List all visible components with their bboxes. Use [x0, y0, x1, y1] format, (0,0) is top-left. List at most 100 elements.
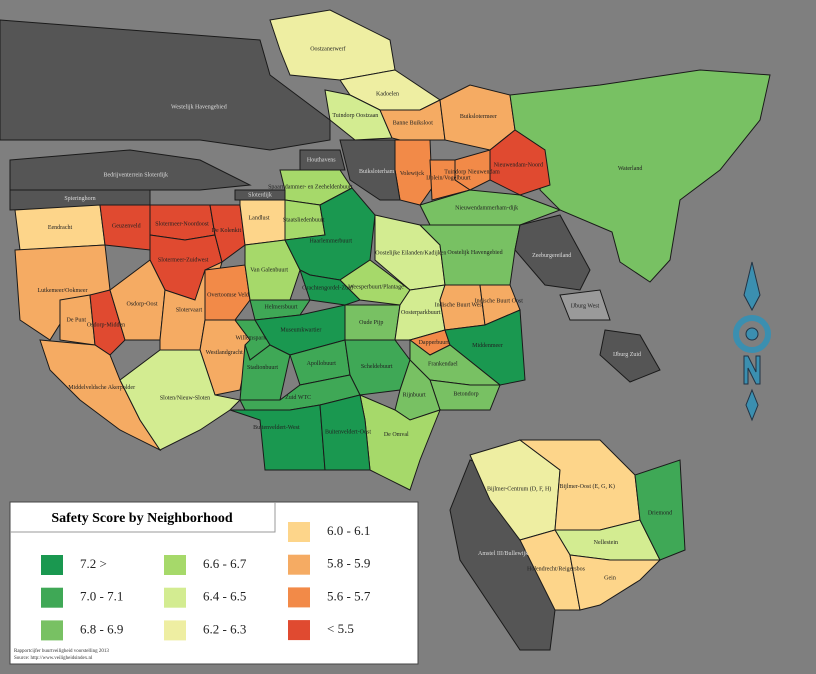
neighborhood-label: Spieringhorn [64, 196, 95, 202]
neighborhood-label: Overtoomse Veld [207, 292, 249, 298]
neighborhood-label: Volewijck [400, 171, 424, 177]
legend-swatch [41, 555, 63, 575]
neighborhood-label: Zeeburgereiland [532, 253, 571, 259]
neighborhood-label: IJburg Zuid [613, 352, 641, 358]
neighborhood [299, 149, 346, 171]
neighborhood [339, 139, 401, 201]
neighborhood-label: Scheldebuurt [361, 364, 393, 370]
neighborhood-label: Sloterdijk [248, 192, 272, 198]
legend-swatch [41, 620, 63, 641]
source-line: Source: http://www.veiligheidsindex.nl [14, 656, 93, 661]
neighborhood-label: Helmersbuurt [265, 304, 298, 310]
neighborhood [204, 264, 251, 321]
legend-label: 6.6 - 6.7 [203, 556, 247, 571]
compass-center [745, 327, 759, 341]
neighborhood-label: Bijlmer-Oost (E, G, K) [559, 483, 614, 490]
legend-swatch [288, 554, 310, 575]
legend-label: 5.8 - 5.9 [327, 556, 370, 571]
neighborhood-label: Landlust [249, 215, 270, 221]
neighborhood-label: Weesperbuurt/Plantage [348, 284, 404, 290]
neighborhood-label: Oude Pijp [359, 320, 383, 326]
neighborhood [249, 299, 311, 321]
neighborhood-label: Osdorp-Oost [127, 301, 158, 307]
compass-tail [745, 388, 759, 422]
neighborhood [0, 19, 331, 151]
compass-arrow [743, 261, 761, 312]
neighborhood-label: Apollobuurt [307, 361, 337, 367]
neighborhood-label: Staatsliedenbuurt [283, 217, 325, 223]
legend-box [9, 501, 419, 665]
neighborhood-label: Stadionbuurt [247, 365, 278, 371]
neighborhood-label: IJplein/Vogelbuurt [426, 175, 471, 181]
neighborhood-label: Westelijk Havengebied [171, 105, 227, 111]
legend-swatch [164, 587, 186, 608]
legend-label: 6.8 - 6.9 [80, 621, 123, 636]
compass [733, 261, 771, 422]
legend-title-frame [10, 502, 276, 533]
neighborhood-labels: Oostzanerwerf Kadoelen Tuindorp Oostzaan Ba… [38, 46, 673, 582]
neighborhood-label: Sloten/Nieuw-Sloten [160, 396, 210, 402]
legend-swatch [288, 620, 310, 641]
legend: Safety Score by Neighborhood 7.2 > 7.0 - … [9, 501, 419, 665]
neighborhood-label: Banne Buiksloot [393, 120, 433, 126]
neighborhood-label: Bijlmer-Centrum (D, F, H) [487, 486, 551, 493]
neighborhood-label: Bedrijventerrein Sloterdijk [103, 172, 167, 178]
neighborhood-label: Slotermeer-Zuidwest [158, 258, 209, 264]
neighborhood-label: Tuindorp Oostzaan [332, 113, 378, 119]
neighborhood-label: Zuid WTC [285, 395, 311, 401]
legend-label: 6.0 - 6.1 [327, 523, 370, 538]
legend-swatch [288, 587, 310, 608]
neighborhood-label: De Kolenkit [212, 228, 242, 234]
neighborhood-label: Oostzanerwerf [310, 46, 345, 53]
neighborhood-label: Driemond [648, 510, 672, 516]
legend-title: Safety Score by Neighborhood [51, 511, 233, 526]
neighborhood-label: Houthavens [307, 157, 336, 163]
neighborhoods [0, 9, 771, 651]
neighborhood [634, 459, 686, 561]
legend-label: 7.0 - 7.1 [80, 589, 123, 604]
neighborhood-label: Betondorp [453, 391, 478, 397]
neighborhood-label: Kadoelen [376, 92, 399, 98]
neighborhood-label: Eendracht [48, 225, 73, 231]
neighborhood-label: Dapperbuurt [419, 340, 450, 346]
neighborhood [429, 159, 472, 201]
legend-items: 7.2 > 7.0 - 7.1 6.8 - 6.9 6.6 - 6.7 6.4 - 6.… [41, 522, 371, 641]
legend-swatch [288, 522, 310, 542]
legend-label: 6.2 - 6.3 [203, 621, 246, 636]
neighborhood-label: Buitenveldert-Oost [325, 429, 371, 435]
neighborhood [119, 349, 242, 451]
neighborhood-label: Waterland [618, 166, 643, 172]
neighborhood-label: De Omval [384, 432, 409, 438]
neighborhood-label: Frankendael [428, 362, 458, 368]
neighborhood-label: Spaarndammer- en Zeeheldenbuurt [268, 185, 353, 191]
neighborhood-label: Rijnbuurt [403, 392, 426, 398]
neighborhood-label: Oosterparkbuurt [401, 310, 441, 316]
neighborhood-label: Amstel III/Bullewijk [478, 551, 528, 557]
neighborhood-label: Middenmeer [472, 343, 503, 349]
neighborhood-label: Westlandgracht [206, 350, 244, 356]
legend-label: 6.4 - 6.5 [203, 589, 246, 604]
legend-swatch [164, 555, 186, 575]
neighborhood-label: Museumkwartier [280, 327, 321, 333]
neighborhood-label: Oostelijke Eilanden/Kadijken [375, 251, 446, 257]
neighborhood [569, 554, 662, 611]
neighborhood [209, 204, 246, 263]
neighborhood-label: Nieuwendam-Noord [494, 162, 543, 168]
neighborhood-label: Oostelijk Havengebied [447, 250, 502, 256]
legend-label: 7.2 > [80, 556, 107, 571]
neighborhood-label: Indische Buurt West [435, 302, 484, 308]
neighborhood-label: Nieuwendammerham-dijk [455, 206, 518, 212]
neighborhood-label: IJburg West [571, 304, 600, 310]
neighborhood-label: Tuindorp Nieuwendam [444, 169, 500, 175]
neighborhood-label: Buiksloterham [359, 169, 395, 175]
source-line: Rapportcijfer buurtveiligheid voorstelli… [14, 649, 109, 654]
neighborhood-label: Van Galenbuurt [250, 267, 288, 273]
neighborhood-label: De Punt [67, 317, 87, 323]
neighborhood-label: Lutkemeer/Ookmeer [38, 288, 88, 294]
legend-swatch [41, 587, 63, 608]
neighborhood-label: Nellestein [594, 540, 618, 546]
neighborhood [239, 199, 286, 246]
neighborhood [339, 259, 411, 306]
legend-label: < 5.5 [327, 621, 354, 636]
